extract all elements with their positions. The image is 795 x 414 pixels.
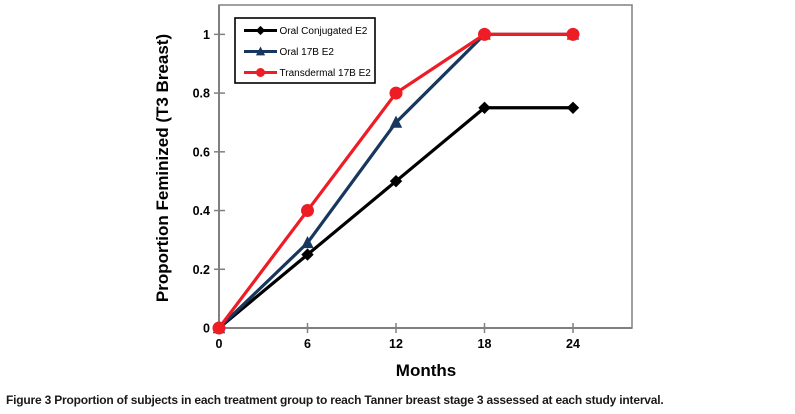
y-tick-label: 0.8 [193, 87, 210, 101]
x-tick-label: 24 [566, 337, 580, 351]
figure-caption-text: Proportion of subjects in each treatment… [54, 393, 664, 407]
marker-circle [566, 27, 580, 41]
series-transdermal-17b-e2 [212, 27, 580, 335]
series-oral-conjugated-e2 [212, 101, 580, 335]
marker-circle [301, 204, 314, 218]
x-axis-title: Months [396, 361, 456, 380]
axis-tick-labels: 0 0.2 0.4 0.6 0.8 1 0 6 12 18 24 [193, 28, 580, 351]
series-line [217, 106, 575, 330]
plot-frame [218, 4, 633, 329]
x-tick-label: 6 [304, 337, 311, 351]
y-tick-label: 1 [203, 28, 210, 42]
marker-triangle [255, 46, 266, 56]
legend: Oral Conjugated E2 Oral 17B E2 Transdermal… [234, 17, 376, 84]
legend-item: Transdermal 17B E2 [244, 68, 371, 79]
x-tick-label: 12 [389, 337, 403, 351]
figure-caption: Figure 3 Proportion of subjects in each … [6, 393, 792, 407]
marker-triangle [389, 115, 403, 128]
legend-item: Oral 17B E2 [244, 46, 334, 58]
legend-item-label: Transdermal 17B E2 [280, 68, 372, 79]
legend-item-label: Oral 17B E2 [280, 47, 335, 58]
marker-circle [212, 321, 226, 335]
y-tick-label: 0.6 [193, 145, 210, 159]
marker-diamond [478, 101, 491, 114]
y-tick-label: 0.4 [193, 204, 210, 218]
y-tick-label: 0 [203, 322, 210, 336]
y-tick-label: 0.2 [193, 263, 210, 277]
marker-triangle [301, 236, 314, 249]
marker-diamond [566, 101, 580, 114]
figure-caption-label: Figure 3 [6, 393, 52, 407]
marker-circle [256, 68, 265, 77]
x-tick-label: 0 [216, 337, 223, 351]
marker-circle [478, 27, 491, 41]
legend-item: Oral Conjugated E2 [244, 25, 368, 37]
marker-circle [389, 86, 403, 100]
data-series [212, 27, 580, 335]
marker-diamond [301, 248, 314, 261]
x-tick-label: 18 [478, 337, 492, 351]
line-chart: 0 0.2 0.4 0.6 0.8 1 0 6 12 18 24 Oral Conjugated E… [153, 4, 633, 380]
marker-diamond [389, 174, 403, 188]
y-axis-title: Proportion Feminized (T3 Breast) [153, 34, 172, 302]
marker-diamond [255, 25, 266, 36]
legend-item-label: Oral Conjugated E2 [280, 26, 368, 37]
